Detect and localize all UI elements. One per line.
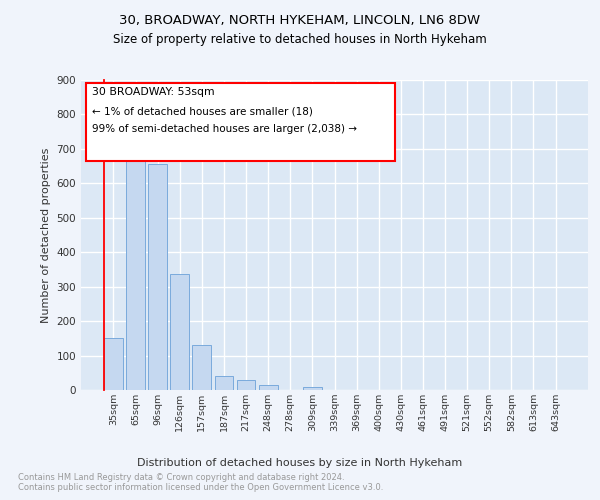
Bar [193, 345, 211, 390]
Text: 30 BROADWAY: 53sqm: 30 BROADWAY: 53sqm [92, 87, 215, 97]
Text: Contains HM Land Registry data © Crown copyright and database right 2024.
Contai: Contains HM Land Registry data © Crown c… [18, 472, 383, 492]
Text: ← 1% of detached houses are smaller (18): ← 1% of detached houses are smaller (18) [92, 106, 313, 116]
Text: Distribution of detached houses by size in North Hykeham: Distribution of detached houses by size … [137, 458, 463, 468]
Bar [215, 376, 233, 390]
Bar [170, 274, 189, 390]
Text: 99% of semi-detached houses are larger (2,038) →: 99% of semi-detached houses are larger (… [92, 124, 357, 134]
Text: Size of property relative to detached houses in North Hykeham: Size of property relative to detached ho… [113, 32, 487, 46]
Bar [236, 380, 256, 390]
Bar [303, 386, 322, 390]
Bar [259, 385, 278, 390]
Bar [126, 144, 145, 390]
Bar [148, 164, 167, 390]
Y-axis label: Number of detached properties: Number of detached properties [41, 148, 51, 322]
Text: 30, BROADWAY, NORTH HYKEHAM, LINCOLN, LN6 8DW: 30, BROADWAY, NORTH HYKEHAM, LINCOLN, LN… [119, 14, 481, 27]
Bar [104, 338, 123, 390]
